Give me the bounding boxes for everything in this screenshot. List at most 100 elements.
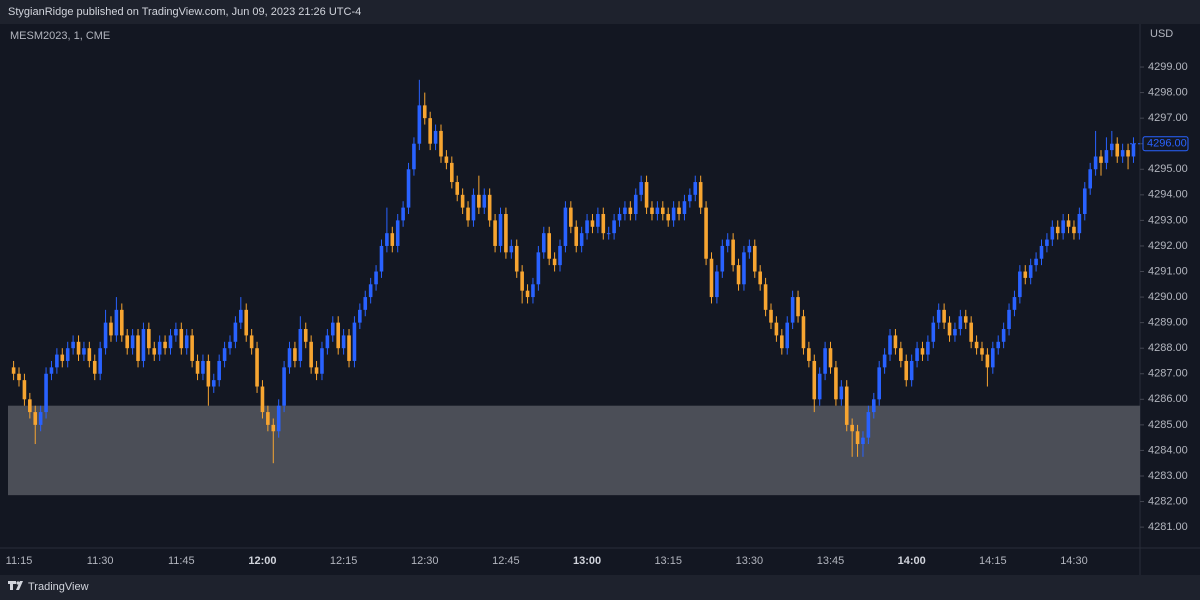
candle-body	[303, 329, 308, 342]
candle-body	[769, 309, 773, 323]
candle-body	[38, 412, 43, 425]
candle-body	[276, 405, 281, 432]
candle-body	[839, 386, 844, 400]
candle-body	[569, 207, 573, 227]
candle-body	[412, 143, 416, 170]
candle-body	[623, 207, 627, 214]
candle-body	[899, 348, 903, 361]
candle-body	[439, 130, 443, 157]
candle-body	[942, 309, 946, 323]
candle-body	[358, 309, 362, 323]
candle-body	[812, 360, 817, 400]
candle-body	[790, 297, 795, 323]
candle-body	[525, 290, 530, 298]
candle-body	[28, 399, 32, 413]
candle-body	[320, 348, 324, 374]
candle-body	[1001, 329, 1006, 342]
candle-body	[44, 373, 48, 413]
candle-body	[87, 348, 92, 361]
candle-body	[866, 412, 871, 438]
candle-body	[1088, 169, 1092, 189]
candle-body	[103, 322, 108, 349]
candle-body	[60, 354, 65, 361]
candle-body	[715, 271, 719, 298]
candle-body	[71, 341, 75, 349]
candle-body	[801, 316, 806, 349]
candle-body	[487, 194, 492, 221]
candle-body	[163, 341, 167, 349]
candle-body	[688, 194, 692, 202]
candle-body	[855, 431, 860, 445]
x-tick-label: 11:45	[168, 555, 195, 567]
candle-body	[531, 284, 535, 298]
candle-body	[255, 348, 259, 387]
candle-body	[850, 424, 854, 432]
candle-body	[736, 265, 741, 285]
candle-body	[780, 335, 784, 349]
candle-body	[55, 354, 59, 368]
candle-body	[347, 335, 351, 361]
candle-body	[1018, 271, 1022, 298]
candle-body	[509, 245, 514, 253]
candle-body	[190, 335, 194, 361]
candle-body	[931, 322, 936, 342]
candle-body	[401, 207, 405, 221]
candle-body	[147, 329, 151, 349]
candle-body	[682, 201, 687, 214]
candle-body	[504, 213, 508, 253]
candle-body	[1045, 239, 1049, 246]
candle-body	[828, 348, 833, 368]
candle-body	[871, 399, 876, 413]
candle-body	[174, 329, 178, 336]
candle-body	[758, 271, 762, 285]
candle-body	[471, 194, 476, 221]
candle-body	[834, 367, 838, 400]
y-tick-label: 4283.00	[1148, 470, 1188, 482]
candle-body	[49, 367, 54, 374]
candle-body	[271, 424, 276, 432]
candle-body	[168, 335, 173, 349]
candle-body	[330, 322, 335, 336]
candle-body	[1012, 297, 1017, 310]
candle-body	[130, 335, 135, 349]
candle-body	[76, 341, 81, 355]
candle-body	[455, 182, 460, 195]
candle-body	[428, 118, 432, 144]
candle-body	[1034, 258, 1038, 266]
candle-body	[82, 348, 86, 355]
candle-body	[120, 309, 124, 336]
y-tick-label: 4284.00	[1148, 444, 1188, 456]
candle-body	[33, 412, 38, 425]
x-tick-label: 12:45	[492, 555, 520, 567]
candle-body	[601, 213, 606, 234]
candle-body	[395, 220, 400, 246]
candle-body	[1007, 309, 1011, 330]
candle-body	[1099, 156, 1103, 163]
candle-body	[114, 309, 119, 336]
candle-body	[1072, 226, 1076, 234]
candle-body	[552, 258, 557, 266]
candle-body	[22, 380, 27, 400]
candle-body	[709, 258, 714, 298]
candle-body	[368, 284, 373, 298]
candle-body	[195, 360, 200, 374]
candle-body	[547, 233, 551, 259]
candle-body	[1120, 150, 1125, 157]
candle-body	[417, 105, 422, 144]
y-tick-label: 4290.00	[1148, 291, 1188, 303]
symbol-label: MESM2023, 1, CME	[10, 30, 110, 42]
y-tick-label: 4298.00	[1148, 86, 1188, 98]
x-tick-label: 13:45	[817, 555, 845, 567]
candle-body	[298, 329, 303, 361]
y-tick-label: 4297.00	[1148, 112, 1188, 124]
x-tick-label: 11:30	[87, 555, 114, 567]
candle-body	[184, 335, 189, 349]
y-tick-label: 4285.00	[1148, 419, 1188, 431]
candle-body	[996, 341, 1001, 349]
candle-body	[514, 245, 519, 272]
candle-body	[958, 316, 963, 330]
header-bar	[0, 0, 1200, 24]
candle-body	[152, 348, 157, 355]
candle-body	[963, 316, 968, 323]
zone	[8, 405, 1140, 496]
